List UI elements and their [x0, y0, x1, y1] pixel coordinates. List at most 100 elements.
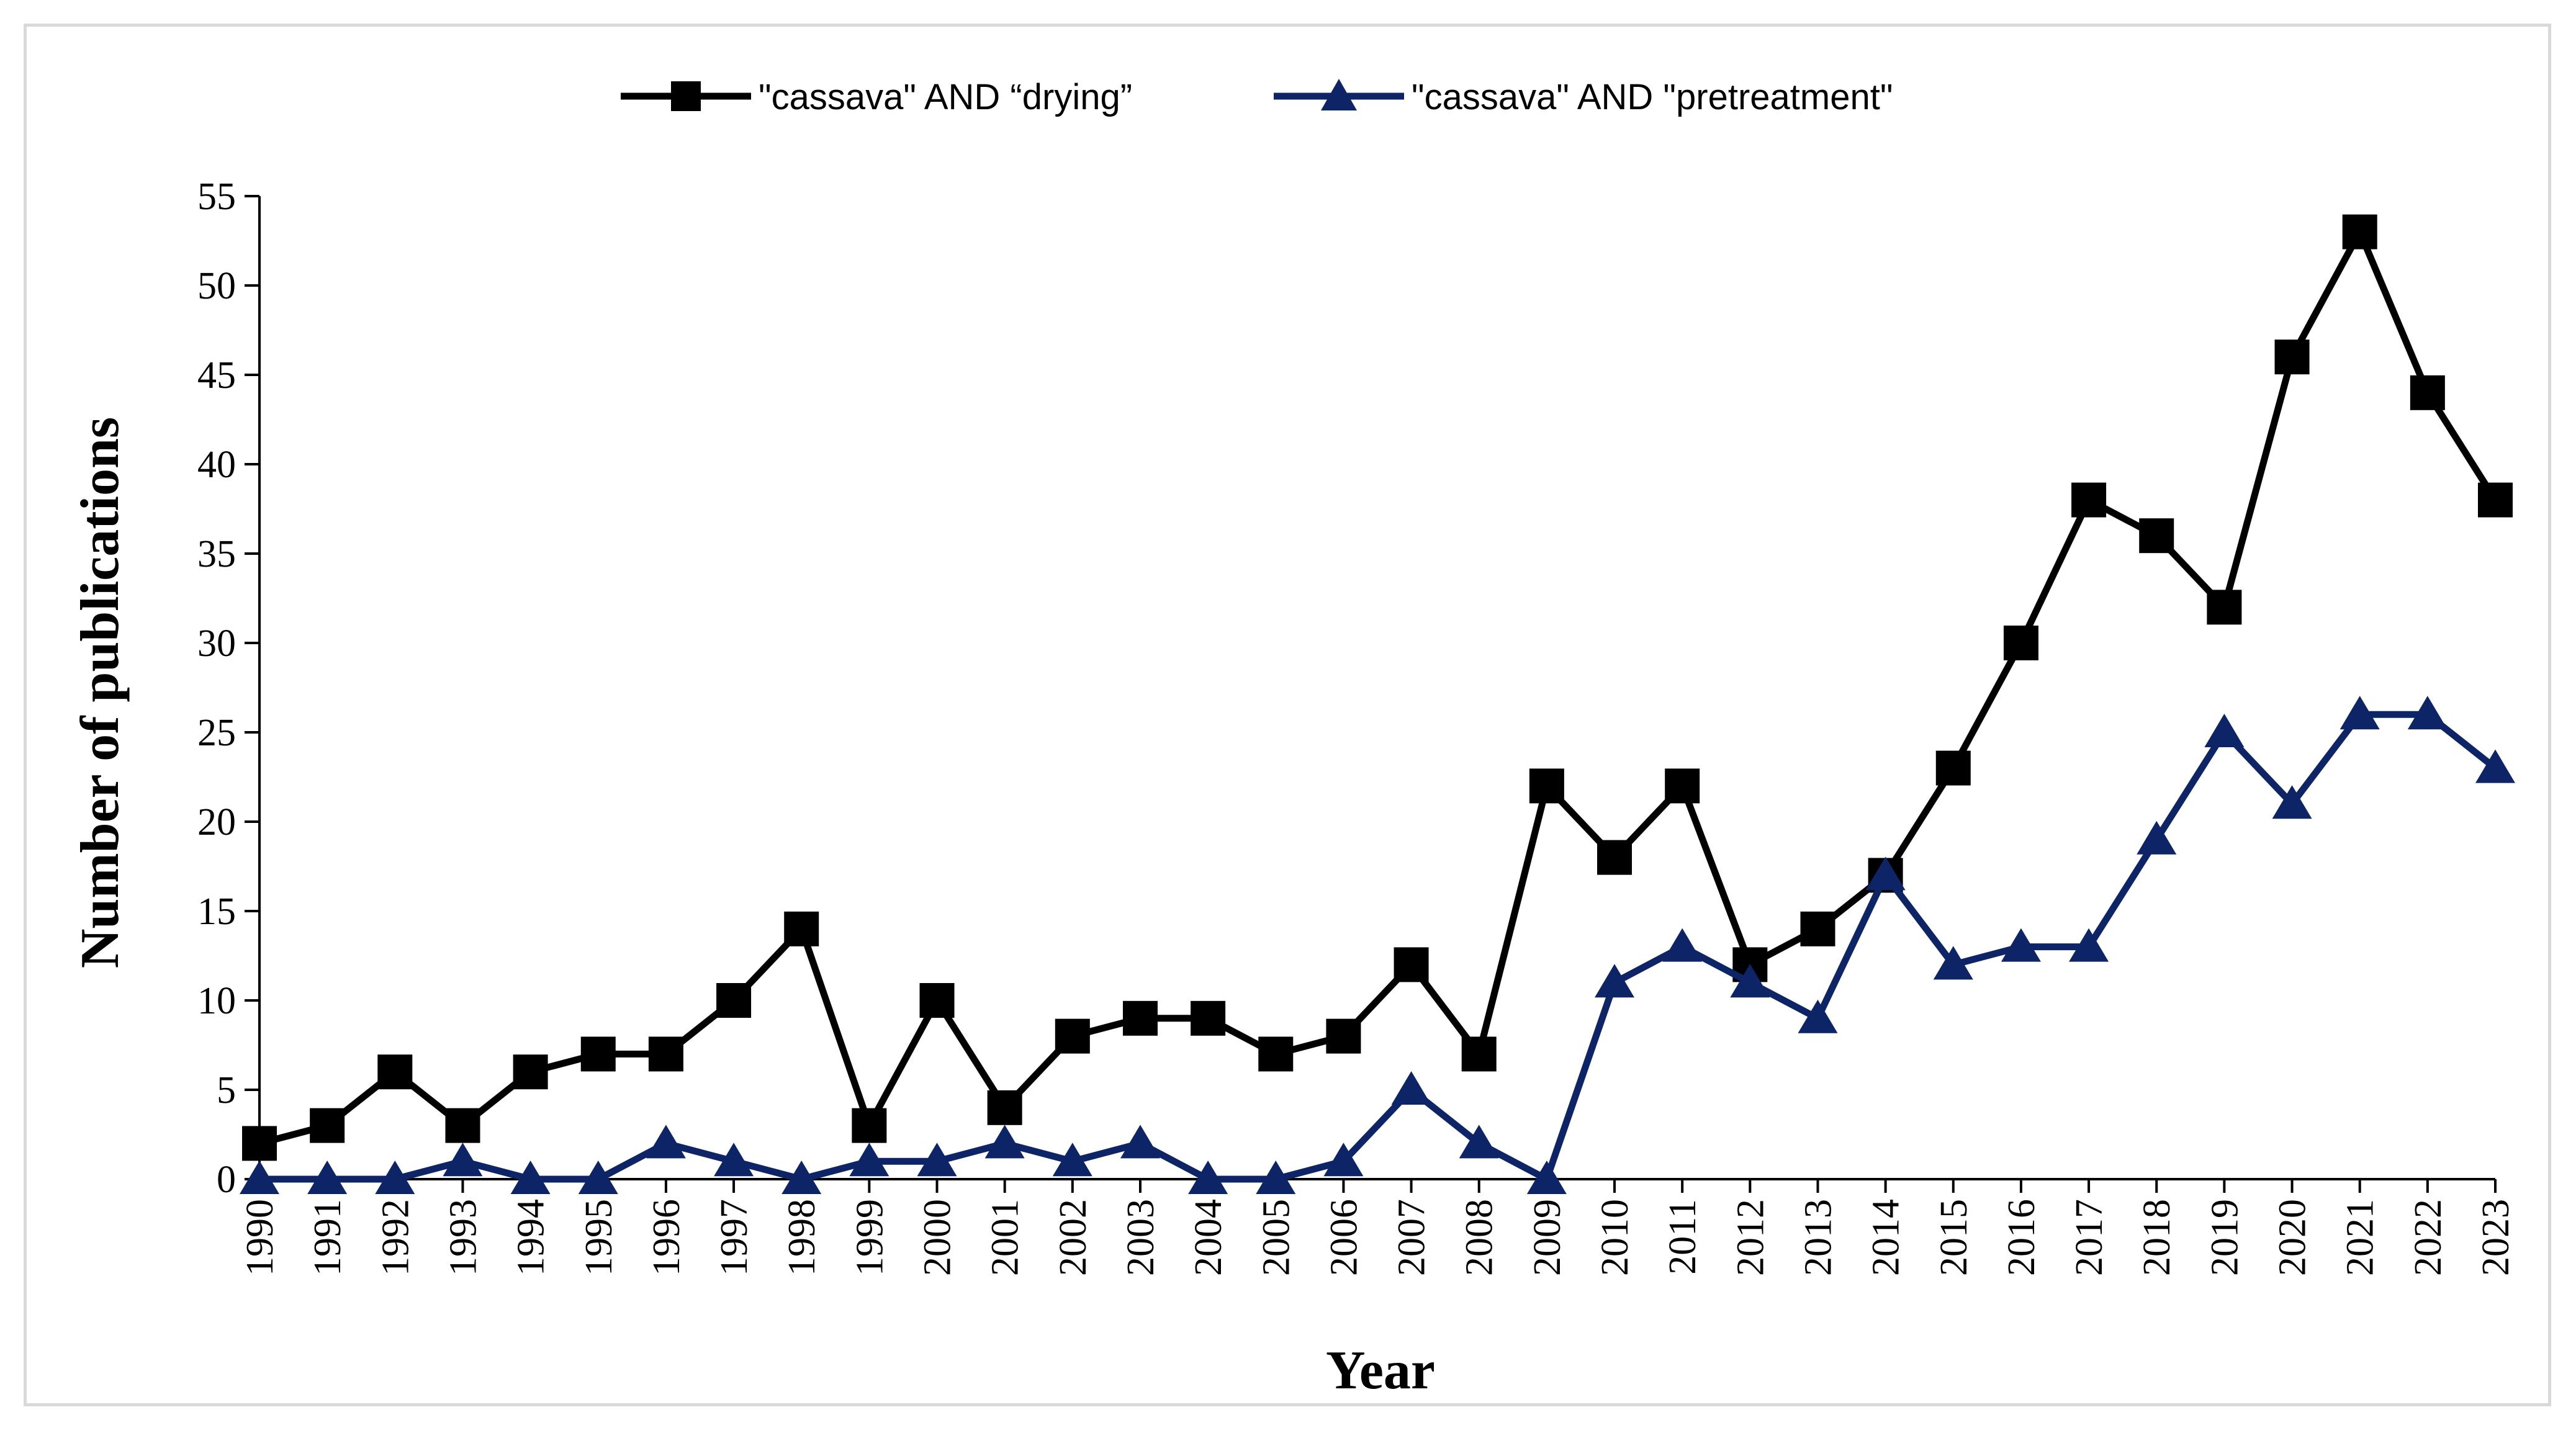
data-point-square [2003, 626, 2038, 660]
legend-entry-pretreatment: "cassava" AND "pretreatment" [1274, 77, 1893, 117]
x-tick-label: 2000 [917, 1199, 959, 1276]
x-tick-label: 2022 [2407, 1199, 2449, 1276]
data-point-triangle [578, 1161, 618, 1194]
data-point-triangle [1662, 928, 1703, 962]
y-tick-label: 5 [217, 1069, 236, 1112]
data-point-triangle [240, 1161, 279, 1194]
x-tick-label: 2010 [1594, 1199, 1636, 1276]
data-point-triangle [1188, 1161, 1228, 1194]
x-tick-label: 2019 [2204, 1199, 2246, 1276]
data-point-triangle [1391, 1071, 1431, 1105]
x-tick-label: 2018 [2136, 1199, 2178, 1276]
series-line [256, 711, 2499, 1183]
x-tick-label: 2014 [1865, 1199, 1907, 1276]
data-point-triangle [2137, 820, 2177, 855]
data-point-triangle [1865, 856, 1906, 891]
x-tick-label: 2020 [2272, 1199, 2314, 1276]
y-tick-label: 10 [197, 980, 236, 1022]
series-pretreatment [240, 696, 2515, 1194]
legend-entry-drying: "cassava" AND “drying” [621, 77, 1132, 117]
data-point-triangle [2069, 928, 2109, 962]
data-point-triangle [714, 1143, 754, 1177]
data-point-square [513, 1054, 548, 1090]
data-point-triangle [646, 1125, 686, 1159]
x-tick-label: 2005 [1255, 1199, 1297, 1276]
data-point-square [1529, 768, 1564, 804]
data-point-square [919, 983, 955, 1018]
data-point-triangle [1933, 946, 1973, 980]
legend: "cassava" AND “drying” "cassava" AND "pr… [621, 77, 1893, 117]
series-line [256, 228, 2499, 1147]
axes: 0 5 10 15 20 25 30 35 40 45 50 55 1990 1991 1992 1993 19… [197, 176, 2517, 1276]
x-tick-label: 2013 [1797, 1199, 1839, 1276]
x-tick-label: 2012 [1729, 1199, 1772, 1276]
y-tick-label: 55 [197, 176, 236, 218]
data-point-triangle [2204, 714, 2245, 747]
data-point-triangle [2340, 696, 2380, 730]
x-tick-label: 2017 [2068, 1199, 2110, 1276]
data-point-square [716, 983, 752, 1018]
legend-label-drying: "cassava" AND “drying” [759, 77, 1132, 117]
data-point-triangle [984, 1125, 1025, 1159]
data-point-triangle [849, 1143, 889, 1177]
data-point-square [2274, 339, 2310, 375]
y-tick-label: 35 [197, 533, 236, 575]
legend-label-pretreatment: "cassava" AND "pretreatment" [1412, 77, 1893, 117]
x-tick-label: 2002 [1052, 1199, 1094, 1276]
y-tick-label: 50 [197, 265, 236, 307]
data-point-triangle [1052, 1143, 1092, 1177]
x-tick-label: 1993 [442, 1199, 484, 1276]
data-point-square [1258, 1036, 1294, 1072]
x-axis-title: Year [1326, 1341, 1435, 1401]
data-point-triangle [1459, 1125, 1499, 1159]
x-tick-label: 1996 [646, 1199, 688, 1276]
x-tick-label: 2003 [1120, 1199, 1162, 1276]
data-point-triangle [510, 1161, 551, 1194]
data-point-triangle [2475, 749, 2515, 783]
data-point-triangle [917, 1143, 957, 1177]
x-tick-label: 1994 [510, 1199, 552, 1276]
x-tick-label: 2023 [2475, 1199, 2517, 1276]
data-point-square [242, 1126, 277, 1161]
x-tick-label: 1990 [239, 1199, 281, 1276]
x-tick-label: 2008 [1459, 1199, 1501, 1276]
x-tick-label: 1992 [374, 1199, 417, 1276]
data-point-square [1665, 768, 1700, 804]
data-point-square [1055, 1018, 1090, 1054]
data-point-square [310, 1108, 345, 1143]
data-point-triangle [375, 1161, 415, 1194]
data-point-triangle [1798, 999, 1838, 1033]
x-tick-label: 2016 [2001, 1199, 2043, 1276]
x-tick-label: 2006 [1323, 1199, 1365, 1276]
data-point-triangle [1120, 1125, 1160, 1159]
data-point-square [987, 1090, 1022, 1125]
data-point-triangle [443, 1143, 483, 1177]
data-point-triangle [781, 1161, 822, 1194]
x-tick-label: 1995 [578, 1199, 620, 1276]
data-point-square [2478, 482, 2513, 518]
data-point-triangle [1595, 964, 1635, 998]
data-point-square [1394, 947, 1429, 982]
y-axis-title: Number of publications [70, 417, 130, 968]
series-drying [242, 214, 2513, 1161]
data-point-triangle [1730, 964, 1770, 998]
data-point-triangle [1526, 1161, 1567, 1194]
data-point-square [648, 1036, 683, 1072]
data-point-square [784, 911, 819, 946]
y-tick-label: 20 [197, 801, 236, 843]
x-tick-label: 1991 [307, 1199, 349, 1276]
x-tick-label: 1999 [849, 1199, 891, 1276]
data-point-triangle [1323, 1143, 1364, 1177]
y-tick-label: 45 [197, 354, 236, 397]
data-point-triangle [2272, 785, 2312, 819]
data-point-square [1122, 1000, 1158, 1036]
data-point-square [1935, 750, 1971, 786]
data-point-triangle [1256, 1161, 1296, 1194]
data-point-square [2410, 375, 2445, 410]
data-point-triangle [2001, 928, 2041, 962]
x-tick-label: 2011 [1662, 1199, 1704, 1275]
x-tick-label: 2001 [984, 1199, 1027, 1276]
data-point-square [2207, 590, 2242, 625]
data-point-square [1326, 1018, 1361, 1054]
